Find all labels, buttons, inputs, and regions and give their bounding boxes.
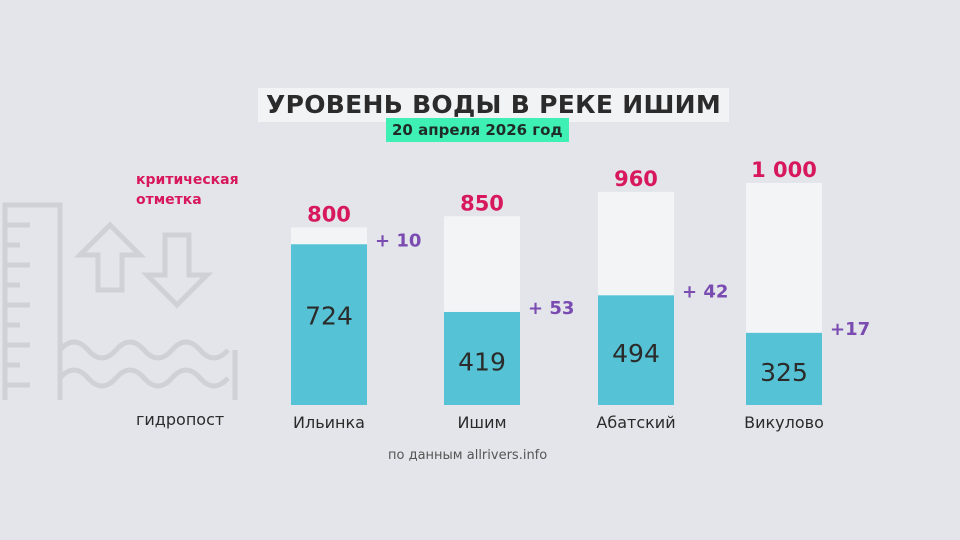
change-label: +17 xyxy=(830,319,870,340)
change-label: + 42 xyxy=(682,281,728,302)
station-label: Викулово xyxy=(744,413,824,432)
critical-value-label: 960 xyxy=(614,167,658,191)
source-note: по данным allrivers.info xyxy=(388,448,548,463)
change-label: + 53 xyxy=(528,298,574,319)
current-bar xyxy=(291,244,367,405)
chart-subtitle: 20 апреля 2026 год xyxy=(386,118,569,142)
chart-title: УРОВЕНЬ ВОДЫ В РЕКЕ ИШИМ xyxy=(258,88,730,122)
current-value-label: 494 xyxy=(612,339,660,368)
current-bar xyxy=(598,295,674,405)
station-legend: гидропост xyxy=(136,410,225,429)
current-value-label: 724 xyxy=(305,301,353,330)
critical-value-label: 800 xyxy=(307,202,351,226)
current-bar xyxy=(444,311,520,405)
water-gauge-icon xyxy=(2,202,238,400)
critical-value-label: 1 000 xyxy=(751,158,817,182)
station-label: Абатский xyxy=(596,413,675,432)
critical-level-legend: критическая отметка xyxy=(136,172,239,208)
critical-value-label: 850 xyxy=(460,191,504,215)
current-value-label: 419 xyxy=(458,347,506,376)
current-value-label: 325 xyxy=(760,358,808,387)
current-bar xyxy=(746,332,822,405)
station-label: Ильинка xyxy=(293,413,365,432)
change-label: + 10 xyxy=(375,230,421,251)
station-label: Ишим xyxy=(457,413,506,432)
